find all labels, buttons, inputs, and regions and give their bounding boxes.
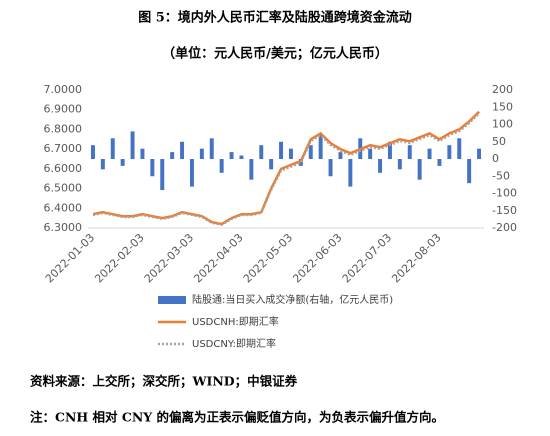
bar <box>378 159 383 173</box>
y2-tick-label: 100 <box>492 118 513 131</box>
bar <box>180 141 185 159</box>
legend-label: USDCNY:即期汇率 <box>192 337 276 350</box>
x-tick-label: 2022-05-03 <box>241 231 295 285</box>
y2-tick-label: -150 <box>492 204 517 217</box>
bar <box>308 145 313 159</box>
x-tick-label: 2022-06-03 <box>290 231 344 285</box>
x-tick-label: 2022-03-03 <box>142 231 196 285</box>
source: 资料来源：上交所；深交所；WIND；中银证券 <box>30 374 298 389</box>
bar <box>288 148 293 159</box>
bar <box>269 159 274 170</box>
bar <box>437 159 442 166</box>
y2-tick-label: -200 <box>492 221 517 234</box>
bar <box>249 159 254 180</box>
bar <box>467 159 472 184</box>
bar <box>209 138 214 159</box>
bar <box>140 148 145 159</box>
x-tick-label: 2022-07-03 <box>340 231 394 285</box>
line <box>92 112 480 227</box>
chart-title: 图 5：境内外人民币汇率及陆股通跨境资金流动 <box>138 10 412 26</box>
y-tick-label: 6.7000 <box>44 142 83 155</box>
legend-swatch <box>158 296 186 304</box>
y2-tick-label: 150 <box>492 100 513 113</box>
bar <box>348 159 353 187</box>
y2-tick-label: 50 <box>492 135 506 148</box>
bar <box>407 145 412 159</box>
y-tick-label: 6.6000 <box>44 162 83 175</box>
bar <box>170 152 175 159</box>
y2-tick-label: -100 <box>492 187 517 200</box>
bar <box>259 145 264 159</box>
x-tick-label: 2022-08-03 <box>389 231 443 285</box>
bar <box>229 152 234 159</box>
y-tick-label: 6.3000 <box>44 221 83 234</box>
chart-subtitle: （单位：元人民币/美元；亿元人民币） <box>162 46 388 62</box>
bar <box>279 141 284 159</box>
note: 注：CNH 相对 CNY 的偏离为正表示偏贬值方向，为负表示偏升值方向。 <box>30 410 444 425</box>
bar <box>90 145 95 159</box>
bar <box>457 138 462 159</box>
bar <box>427 148 432 159</box>
y2-tick-label: -50 <box>492 169 510 182</box>
bar <box>387 141 392 159</box>
bar <box>447 145 452 159</box>
bar <box>368 148 373 159</box>
bar <box>130 131 135 159</box>
bar <box>477 148 482 159</box>
x-tick-label: 2022-02-03 <box>92 231 146 285</box>
bar <box>199 148 204 159</box>
x-tick-label: 2022-04-03 <box>191 231 245 285</box>
y2-tick-label: 0 <box>492 152 499 165</box>
bar <box>397 159 402 170</box>
bar <box>417 159 422 180</box>
x-tick-label: 2022-01-03 <box>43 231 97 285</box>
bar <box>239 155 244 159</box>
bar <box>110 138 115 159</box>
bar <box>338 152 343 159</box>
y-tick-label: 6.8000 <box>44 122 83 135</box>
y-tick-label: 6.4000 <box>44 201 83 214</box>
bar <box>160 159 165 191</box>
y2-tick-label: 200 <box>492 83 513 96</box>
y-tick-label: 7.0000 <box>44 83 83 96</box>
bar <box>298 159 303 166</box>
bar <box>100 159 105 170</box>
bar <box>318 134 323 159</box>
legend-label: 陆股通:当日买入成交净额(右轴，亿元人民币) <box>192 293 393 306</box>
bar <box>328 159 333 177</box>
bar <box>189 159 194 187</box>
bar <box>219 159 224 173</box>
legend-label: USDCNH:即期汇率 <box>192 315 279 328</box>
y-tick-label: 6.9000 <box>44 103 83 116</box>
bar <box>120 159 125 166</box>
y-tick-label: 6.5000 <box>44 182 83 195</box>
bar <box>150 159 155 177</box>
